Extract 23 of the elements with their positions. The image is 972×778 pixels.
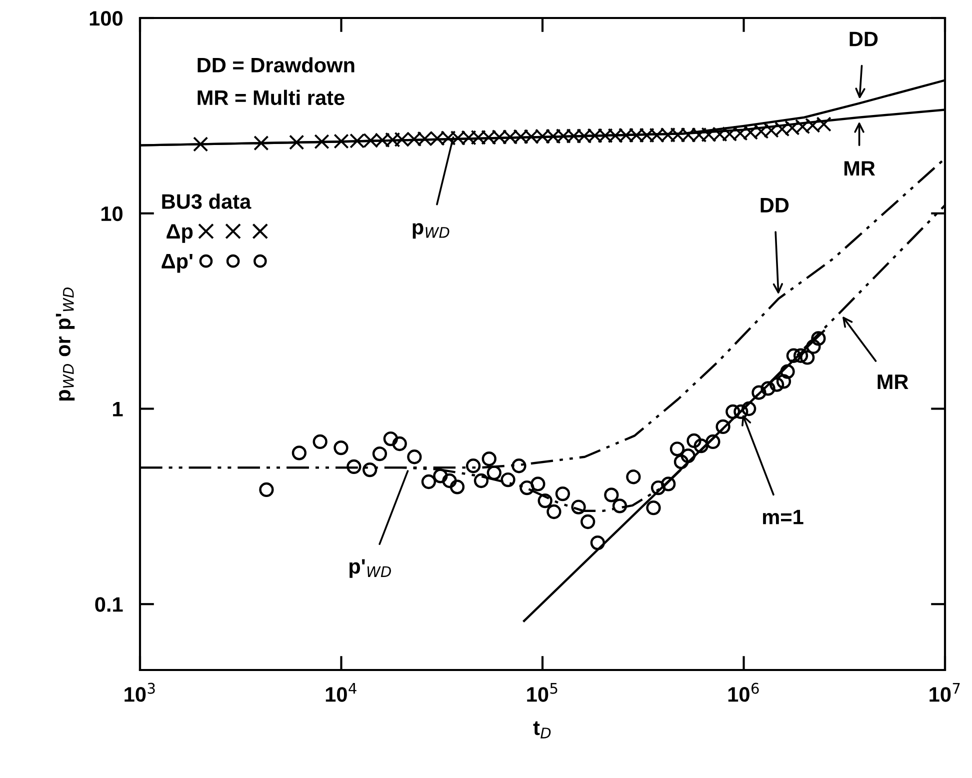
x-tick-label: 10$^{4}$ — [326, 683, 356, 702]
annotation: MR — [878, 374, 908, 389]
annotation: MR = Multi rate — [198, 90, 344, 106]
legend-title: BU3 data — [162, 194, 252, 209]
annotation: p$_{WD}$ — [412, 223, 450, 239]
x-tick-label: 10$^{5}$ — [527, 683, 558, 702]
x-tick-label: 10$^{6}$ — [728, 682, 759, 702]
legend-label: Δp — [166, 224, 193, 243]
x-tick-label: 10$^{7}$ — [930, 683, 960, 702]
legend-label: Δp' — [162, 254, 192, 273]
y-tick-label: 100 — [90, 11, 122, 26]
annotation: MR — [844, 161, 876, 176]
y-tick-label: 10 — [101, 206, 122, 222]
y-tick-label: 0.1 — [95, 597, 123, 612]
y-tick-label: 1 — [113, 402, 123, 416]
annotation: p'$_{WD}$ — [350, 559, 391, 578]
x-tick-label: 10$^{3}$ — [124, 682, 155, 702]
annotation: DD = Drawdown — [198, 57, 354, 72]
y-axis-title: p$_{WD}$ or p'$_{WD}$ — [56, 288, 75, 401]
annotation: DD — [760, 198, 789, 212]
annotation: DD — [850, 32, 878, 46]
annotation: m=1 — [762, 510, 804, 524]
x-axis-title: t$_{D}$ — [533, 721, 551, 738]
